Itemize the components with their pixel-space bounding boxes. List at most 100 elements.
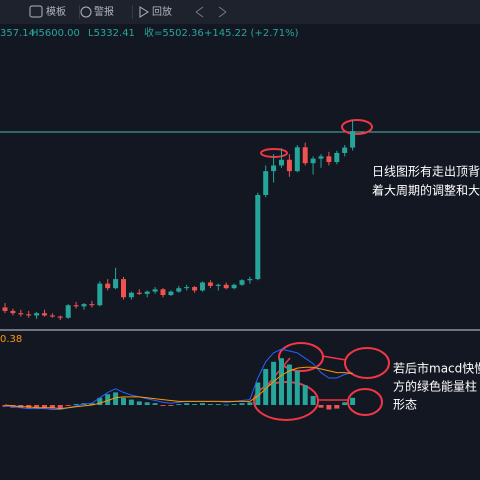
macd-bar bbox=[263, 369, 269, 405]
separator bbox=[79, 5, 80, 19]
macd-bar bbox=[121, 397, 126, 405]
candle-body bbox=[239, 280, 245, 285]
candle-body bbox=[318, 156, 324, 159]
macd-bar bbox=[223, 404, 229, 406]
macd-bar bbox=[294, 370, 300, 405]
candle-body bbox=[231, 284, 237, 289]
macd-bar bbox=[334, 405, 340, 409]
ohlc-change: +145.22 (+2.71%) bbox=[204, 28, 299, 39]
ohlc-low: L5332.41 bbox=[88, 28, 135, 39]
macd-bar bbox=[310, 396, 316, 405]
macd-bar bbox=[247, 402, 253, 405]
connector bbox=[264, 357, 291, 389]
toolbar-item[interactable]: 模板 bbox=[46, 5, 66, 18]
candle-body bbox=[121, 279, 126, 298]
macd-bar bbox=[176, 404, 182, 405]
connector bbox=[321, 355, 347, 361]
candle-body bbox=[128, 292, 134, 298]
macd-bar bbox=[144, 402, 150, 405]
candle-body bbox=[286, 159, 292, 172]
candle-body bbox=[294, 147, 300, 172]
annotation: 形态 bbox=[393, 398, 417, 412]
ohlc-open: 357.14 bbox=[0, 28, 35, 39]
separator bbox=[132, 5, 133, 19]
template-icon[interactable] bbox=[29, 5, 43, 18]
candle-body bbox=[144, 291, 150, 294]
macd-bar bbox=[113, 392, 119, 405]
candle-body bbox=[73, 305, 79, 307]
candle-body bbox=[168, 291, 174, 295]
candle-body bbox=[207, 282, 213, 286]
replay-icon[interactable] bbox=[139, 6, 149, 18]
macd-bar bbox=[65, 405, 71, 406]
candle-body bbox=[263, 171, 269, 195]
macd-bar bbox=[302, 385, 308, 405]
annotation: 若后市macd快慢 bbox=[393, 361, 480, 376]
candle-body bbox=[271, 165, 277, 172]
highlight bbox=[347, 388, 383, 416]
macd-bar bbox=[192, 404, 198, 405]
candle-body bbox=[247, 279, 253, 281]
macd-bar bbox=[239, 403, 245, 405]
macd-bar bbox=[318, 405, 324, 408]
candle-body bbox=[279, 159, 284, 166]
candle-body bbox=[223, 284, 229, 289]
candle-body bbox=[42, 313, 47, 316]
highlight bbox=[253, 381, 319, 421]
ohlc-close: 收=5502.36 bbox=[144, 26, 204, 39]
candle-body bbox=[18, 313, 24, 315]
candle-body bbox=[26, 314, 32, 316]
dea-line bbox=[4, 366, 353, 410]
candle-body bbox=[49, 315, 55, 317]
toolbar-item[interactable]: 回放 bbox=[152, 5, 172, 18]
candle-body bbox=[113, 279, 119, 289]
candle-body bbox=[310, 158, 316, 164]
macd-bar bbox=[200, 403, 205, 405]
candle-body bbox=[2, 307, 8, 311]
macd-bar bbox=[136, 401, 142, 405]
annotation: 方的绿色能量柱 bbox=[393, 379, 477, 394]
macd-bar bbox=[350, 397, 356, 405]
macd-bar bbox=[255, 382, 261, 405]
toolbar-item[interactable]: 警报 bbox=[94, 5, 114, 18]
annotation: 日线图形有走出顶背 bbox=[372, 165, 480, 179]
candle-body bbox=[10, 310, 16, 314]
annotation: 着大周期的调整和大 bbox=[372, 183, 480, 198]
candle-body bbox=[200, 282, 205, 291]
highlight bbox=[344, 347, 390, 379]
candle-body bbox=[192, 287, 198, 291]
macd-bar bbox=[215, 404, 221, 405]
macd-bar bbox=[105, 394, 111, 405]
macd-bar bbox=[128, 399, 134, 405]
macd-bar bbox=[160, 405, 166, 406]
candle-body bbox=[81, 304, 87, 307]
candle-body bbox=[302, 147, 308, 164]
macd-bar bbox=[57, 405, 63, 409]
candle-body bbox=[350, 131, 356, 148]
macd-bar bbox=[49, 405, 55, 409]
undo-icon[interactable] bbox=[195, 6, 204, 18]
macd-bar bbox=[231, 404, 237, 405]
candle-body bbox=[57, 316, 63, 318]
candle-body bbox=[326, 156, 332, 163]
candle-body bbox=[34, 313, 40, 316]
toolbar bbox=[0, 0, 480, 24]
candle-body bbox=[97, 283, 103, 306]
macd-bar bbox=[207, 404, 213, 405]
macd-bar bbox=[152, 403, 158, 405]
macd-bar bbox=[279, 358, 284, 405]
candle-body bbox=[65, 305, 71, 318]
candle-body bbox=[342, 147, 348, 153]
candle-body bbox=[105, 283, 111, 289]
candle-body bbox=[89, 304, 95, 306]
macd-bar bbox=[73, 404, 79, 405]
macd-bar bbox=[286, 364, 292, 405]
candle-body bbox=[136, 292, 142, 294]
redo-icon[interactable] bbox=[218, 6, 227, 18]
highlight bbox=[341, 119, 373, 135]
alert-icon[interactable] bbox=[80, 6, 92, 18]
candle-body bbox=[152, 289, 158, 292]
candle-body bbox=[215, 284, 221, 286]
candle-body bbox=[184, 287, 190, 289]
